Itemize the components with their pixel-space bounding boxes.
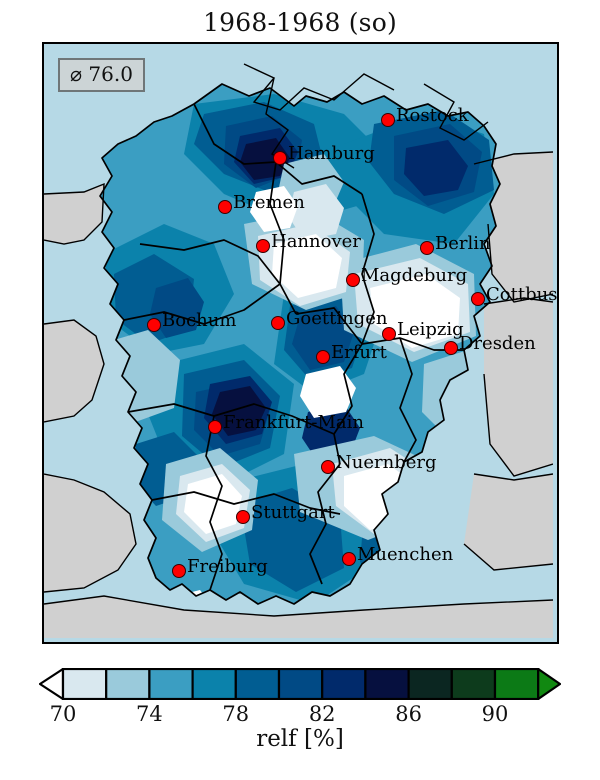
colorbar-tick-74: 74: [136, 702, 163, 726]
city-dot: [444, 341, 458, 355]
city-label: Frankfurt-Main: [223, 412, 365, 433]
city-label: Freiburg: [187, 556, 268, 577]
city-dot: [471, 292, 485, 306]
colorbar-swatches: [39, 668, 561, 700]
city-dot: [346, 273, 360, 287]
colorbar-under-arrow: [39, 668, 65, 700]
map-axes[interactable]: ⌀ 76.0 Hamburg Rostock Bremen Hannover B…: [42, 42, 559, 644]
colorbar-tick-86: 86: [395, 702, 422, 726]
city-label: Bochum: [162, 310, 237, 331]
city-dot: [316, 350, 330, 364]
city-label: Bremen: [233, 192, 305, 213]
city-label: Magdeburg: [361, 265, 468, 286]
city-label: Dresden: [459, 333, 536, 354]
city-dot: [321, 460, 335, 474]
city-label: Goettingen: [286, 308, 388, 329]
city-dot: [381, 113, 395, 127]
mean-annotation: ⌀ 76.0: [58, 58, 145, 92]
city-label: Muenchen: [357, 544, 454, 565]
city-label: Nuernberg: [336, 452, 437, 473]
city-label: Rostock: [396, 105, 469, 126]
city-dot: [273, 151, 287, 165]
city-dot: [218, 200, 232, 214]
colorbar-tick-82: 82: [308, 702, 336, 726]
colorbar-tick-90: 90: [481, 702, 509, 726]
city-dot: [256, 239, 270, 253]
city-dot: [236, 510, 250, 524]
colorbar-over-arrow: [537, 668, 561, 700]
city-label: Hannover: [271, 231, 361, 252]
city-dot: [271, 316, 285, 330]
colorbar-axis-label: relf [%]: [256, 726, 344, 752]
city-label: Erfurt: [331, 342, 387, 363]
city-label: Stuttgart: [251, 502, 335, 523]
city-label: Hamburg: [288, 143, 375, 164]
city-label: Berlin: [435, 233, 491, 254]
city-dot: [208, 420, 222, 434]
germany-contour-map: [44, 44, 553, 638]
colorbar-tick-78: 78: [222, 702, 250, 726]
colorbar-tick-70: 70: [49, 702, 77, 726]
map-canvas: [44, 44, 557, 642]
city-label: Leipzig: [397, 319, 464, 340]
city-dot: [420, 241, 434, 255]
city-dot: [382, 327, 396, 341]
figure-title: 1968-1968 (so): [203, 8, 397, 37]
city-dot: [342, 552, 356, 566]
city-dot: [172, 564, 186, 578]
city-label: Cottbus: [486, 284, 558, 305]
colorbar[interactable]: 70 74 78 82 86 90: [39, 668, 561, 726]
city-dot: [147, 318, 161, 332]
